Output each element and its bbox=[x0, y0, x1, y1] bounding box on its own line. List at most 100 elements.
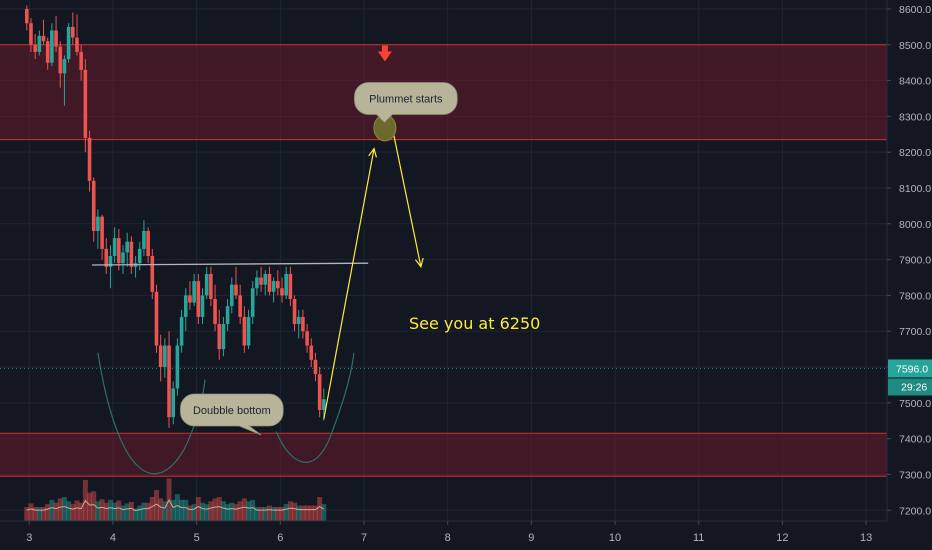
callout-plummet-starts[interactable]: Plummet starts bbox=[354, 82, 458, 124]
volume-bar-27 bbox=[137, 505, 143, 521]
volume-bar-43 bbox=[204, 504, 210, 521]
time-tick-label-8: 11 bbox=[693, 532, 704, 544]
projection-down-arrowhead bbox=[414, 257, 424, 269]
volume-bar-6 bbox=[49, 499, 55, 521]
candle-body-50 bbox=[234, 284, 238, 296]
candle-body-15 bbox=[87, 137, 92, 181]
candle-body-10 bbox=[66, 26, 71, 60]
price-tick-label-1: 7300.0 bbox=[899, 469, 931, 481]
volume-bar-51 bbox=[237, 501, 243, 521]
candle-body-48 bbox=[225, 306, 230, 325]
volume-bar-45 bbox=[212, 498, 218, 521]
candle-body-56 bbox=[259, 277, 263, 285]
volume-bar-25 bbox=[128, 502, 134, 521]
volume-bar-37 bbox=[179, 499, 185, 521]
down-arrow-marker bbox=[377, 45, 392, 62]
volume-bar-20 bbox=[107, 499, 113, 521]
volume-bar-66 bbox=[300, 505, 306, 521]
callout-plummet-label: Plummet starts bbox=[369, 93, 443, 105]
volume-bar-4 bbox=[41, 507, 47, 521]
candle-body-46 bbox=[217, 324, 222, 350]
volume-bar-61 bbox=[279, 507, 285, 521]
volume-bar-67 bbox=[304, 505, 310, 521]
price-tick-label-8: 8000.0 bbox=[899, 219, 931, 231]
volume-bar-60 bbox=[275, 507, 281, 521]
candle-body-14 bbox=[83, 69, 88, 138]
candle-body-33 bbox=[163, 345, 167, 368]
time-tick-label-6: 9 bbox=[528, 532, 534, 544]
volume-ma-line bbox=[26, 499, 325, 512]
volume-bar-30 bbox=[149, 497, 155, 521]
volume-bar-54 bbox=[250, 499, 256, 521]
projection-up-line bbox=[323, 148, 375, 420]
time-axis[interactable]: 3 4 5 6 7 8 9 10 11 12 13 bbox=[0, 520, 932, 550]
time-tick-label-5: 8 bbox=[445, 532, 451, 544]
volume-bar-58 bbox=[266, 505, 272, 521]
volume-bar-68 bbox=[308, 505, 314, 521]
candle-body-22 bbox=[117, 238, 121, 264]
candle-body-19 bbox=[104, 248, 109, 267]
candle-body-31 bbox=[154, 291, 159, 346]
candle-body-21 bbox=[112, 238, 117, 257]
candle-body-68 bbox=[309, 345, 314, 360]
candle-body-35 bbox=[171, 388, 176, 418]
candle-body-25 bbox=[129, 241, 134, 267]
candle-body-42 bbox=[200, 295, 205, 317]
time-tick-label-0: 3 bbox=[26, 532, 32, 544]
arc-right bbox=[275, 352, 355, 463]
candle-body-30 bbox=[150, 256, 155, 292]
volume-bar-8 bbox=[57, 498, 63, 521]
candle-body-24 bbox=[125, 241, 129, 253]
volume-bar-31 bbox=[153, 489, 159, 521]
candle-body-59 bbox=[271, 281, 276, 292]
candle-body-18 bbox=[100, 216, 104, 249]
chart-drawings bbox=[0, 45, 887, 420]
volume-bar-65 bbox=[296, 505, 302, 521]
volume-bar-55 bbox=[254, 507, 260, 521]
candle-body-6 bbox=[50, 30, 54, 63]
volume-bar-23 bbox=[120, 505, 126, 521]
candle-body-45 bbox=[213, 298, 217, 325]
candle-body-71 bbox=[322, 399, 326, 410]
volume-bar-1 bbox=[28, 503, 34, 521]
price-tick-label-11: 8300.0 bbox=[899, 111, 931, 123]
volume-bar-0 bbox=[24, 507, 30, 521]
volume-bar-12 bbox=[74, 500, 80, 521]
time-tick-label-10: 13 bbox=[860, 532, 872, 544]
candle-body-37 bbox=[179, 316, 184, 346]
price-axis[interactable]: 7200.07300.07400.07500.07600.07700.07800… bbox=[886, 0, 932, 550]
volume-bar-64 bbox=[292, 502, 298, 521]
countdown-badge: 29:26 bbox=[888, 378, 932, 396]
volume-bar-21 bbox=[112, 502, 118, 521]
price-tick-label-9: 8100.0 bbox=[899, 183, 931, 195]
target-annotation[interactable]: See you at 6250 bbox=[409, 314, 540, 333]
candle-body-39 bbox=[188, 295, 192, 303]
volume-bar-52 bbox=[241, 498, 247, 521]
volume-bar-16 bbox=[91, 491, 97, 521]
volume-bar-33 bbox=[162, 501, 168, 521]
candle-body-53 bbox=[246, 316, 251, 346]
time-tick-label-3: 6 bbox=[277, 532, 283, 544]
volume-bar-59 bbox=[271, 507, 277, 521]
candle-body-41 bbox=[196, 281, 201, 317]
volume-bar-11 bbox=[70, 504, 76, 521]
volume-bar-35 bbox=[170, 499, 176, 521]
candle-body-54 bbox=[250, 288, 255, 317]
volume-bar-53 bbox=[246, 501, 252, 521]
candle-body-62 bbox=[284, 273, 288, 296]
volume-bar-46 bbox=[216, 497, 222, 521]
zone-support bbox=[0, 433, 887, 477]
volume-bar-22 bbox=[116, 500, 122, 521]
callout-double-bottom[interactable]: Doubble bottom bbox=[179, 393, 284, 436]
candle-body-16 bbox=[91, 180, 96, 231]
candle-body-57 bbox=[263, 273, 268, 285]
candle-body-34 bbox=[167, 345, 171, 418]
projection-down-line bbox=[392, 132, 422, 267]
time-tick-label-7: 10 bbox=[609, 532, 621, 544]
price-tick-label-14: 8600.0 bbox=[899, 4, 931, 16]
chart-grid bbox=[0, 0, 887, 521]
price-tick-label-6: 7800.0 bbox=[899, 290, 931, 302]
volume-bar-15 bbox=[87, 492, 93, 521]
volume-bar-26 bbox=[133, 508, 139, 521]
